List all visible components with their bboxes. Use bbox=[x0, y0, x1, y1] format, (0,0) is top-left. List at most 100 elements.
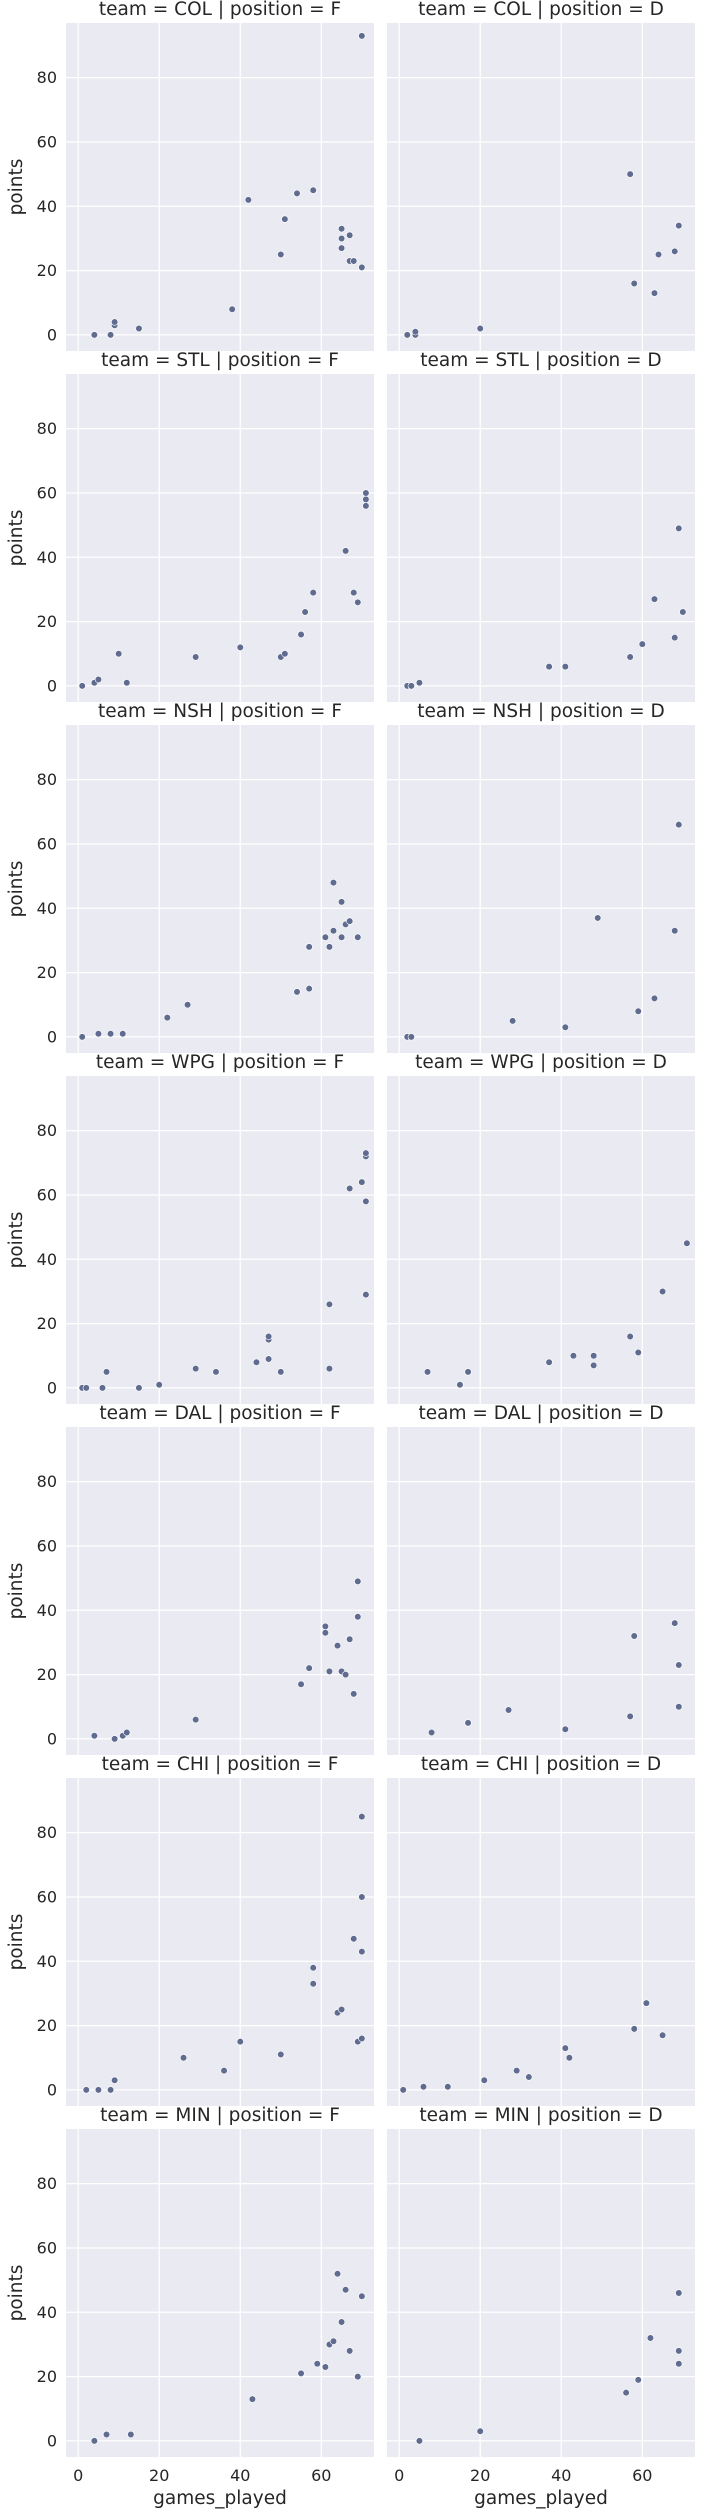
data-point bbox=[313, 2360, 321, 2368]
data-point bbox=[358, 1812, 366, 1821]
data-point bbox=[305, 943, 313, 951]
data-point bbox=[354, 2373, 362, 2381]
data-point bbox=[622, 2389, 630, 2397]
data-point bbox=[325, 943, 334, 951]
data-point bbox=[82, 2086, 90, 2094]
data-point bbox=[277, 250, 285, 259]
data-point bbox=[358, 263, 366, 271]
data-point bbox=[423, 1368, 432, 1376]
y-tick-label: 0 bbox=[47, 2431, 57, 2450]
data-point bbox=[305, 1664, 313, 1672]
data-point bbox=[675, 1703, 683, 1711]
data-point bbox=[111, 318, 119, 326]
data-point bbox=[119, 1030, 127, 1038]
data-point bbox=[333, 2270, 342, 2278]
data-point bbox=[293, 988, 301, 996]
data-point bbox=[102, 2430, 111, 2439]
data-point bbox=[265, 1355, 273, 1363]
x-tick-label: 20 bbox=[149, 2466, 169, 2485]
y-tick-label: 60 bbox=[37, 2238, 57, 2257]
data-point bbox=[456, 1381, 464, 1389]
data-point bbox=[358, 1178, 366, 1186]
y-axis-label: points bbox=[6, 510, 27, 567]
y-tick-label: 40 bbox=[37, 1952, 57, 1971]
data-point bbox=[321, 2363, 329, 2371]
data-point bbox=[106, 331, 115, 339]
data-point bbox=[480, 2076, 488, 2084]
data-point bbox=[346, 1184, 354, 1193]
data-point bbox=[90, 1732, 98, 1740]
y-tick-label: 20 bbox=[37, 612, 57, 631]
data-point bbox=[362, 495, 370, 504]
data-point bbox=[675, 821, 683, 829]
data-point bbox=[671, 1619, 679, 1627]
data-point bbox=[163, 1014, 171, 1022]
y-tick-label: 20 bbox=[37, 1665, 57, 1684]
facet-panel: team = COL | position = D bbox=[387, 0, 695, 351]
data-point bbox=[329, 927, 338, 935]
data-point bbox=[321, 933, 329, 941]
data-point bbox=[350, 1935, 358, 1943]
data-point bbox=[111, 1735, 119, 1743]
data-point bbox=[252, 1358, 261, 1366]
data-point bbox=[123, 679, 131, 687]
y-tick-label: 20 bbox=[37, 2016, 57, 2035]
data-point bbox=[634, 2376, 642, 2384]
data-point bbox=[325, 1300, 334, 1308]
data-point bbox=[212, 1368, 220, 1376]
data-point bbox=[346, 231, 354, 239]
data-point bbox=[358, 1893, 366, 1901]
data-point bbox=[90, 331, 98, 339]
data-point bbox=[111, 2076, 119, 2084]
data-point bbox=[293, 189, 301, 198]
y-tick-label: 60 bbox=[37, 1536, 57, 1555]
panel-background bbox=[66, 1076, 374, 1404]
data-point bbox=[236, 2038, 244, 2046]
y-tick-label: 20 bbox=[37, 2367, 57, 2386]
data-point bbox=[658, 2031, 667, 2039]
data-point bbox=[94, 675, 103, 684]
panel-background bbox=[66, 725, 374, 1053]
data-point bbox=[626, 1712, 634, 1721]
data-point bbox=[671, 634, 679, 642]
data-point bbox=[321, 1629, 329, 1637]
y-axis-label: points bbox=[6, 1212, 27, 1269]
facet-panel: team = CHI | position = F 0 20 40 60 80 points bbox=[6, 1754, 374, 2106]
y-tick-label: 0 bbox=[47, 676, 57, 695]
data-point bbox=[265, 1332, 273, 1341]
data-point bbox=[594, 914, 602, 922]
x-tick-label: 40 bbox=[230, 2466, 250, 2485]
data-point bbox=[675, 2289, 683, 2297]
panel-background bbox=[387, 1427, 695, 1755]
y-tick-label: 0 bbox=[47, 1378, 57, 1397]
facet-panel: team = COL | position = F 0 20 40 60 80 points bbox=[6, 0, 374, 351]
y-tick-label: 60 bbox=[37, 132, 57, 151]
data-point bbox=[248, 2395, 257, 2403]
data-point bbox=[675, 524, 683, 532]
data-point bbox=[90, 2437, 98, 2445]
data-point bbox=[565, 2054, 573, 2062]
data-point bbox=[325, 1667, 334, 1675]
data-point bbox=[358, 2292, 366, 2300]
data-point bbox=[337, 2005, 346, 2014]
panel-background bbox=[387, 1778, 695, 2106]
data-point bbox=[333, 1642, 342, 1650]
x-tick-label: 0 bbox=[73, 2466, 83, 2485]
data-point bbox=[94, 2086, 103, 2094]
panel-title: team = MIN | position = F bbox=[100, 2105, 340, 2126]
data-point bbox=[337, 2318, 346, 2326]
data-point bbox=[675, 221, 683, 230]
data-point bbox=[415, 679, 424, 687]
data-point bbox=[362, 502, 370, 510]
data-point bbox=[525, 2073, 533, 2081]
y-axis-label: points bbox=[6, 1563, 27, 1620]
panel-title: team = CHI | position = D bbox=[421, 1754, 661, 1775]
data-point bbox=[464, 1719, 472, 1727]
data-point bbox=[407, 1033, 415, 1041]
data-point bbox=[329, 878, 338, 887]
data-point bbox=[403, 331, 411, 339]
facet-panel: team = CHI | position = D bbox=[387, 1754, 695, 2106]
data-point bbox=[354, 933, 362, 941]
data-point bbox=[342, 1671, 350, 1679]
